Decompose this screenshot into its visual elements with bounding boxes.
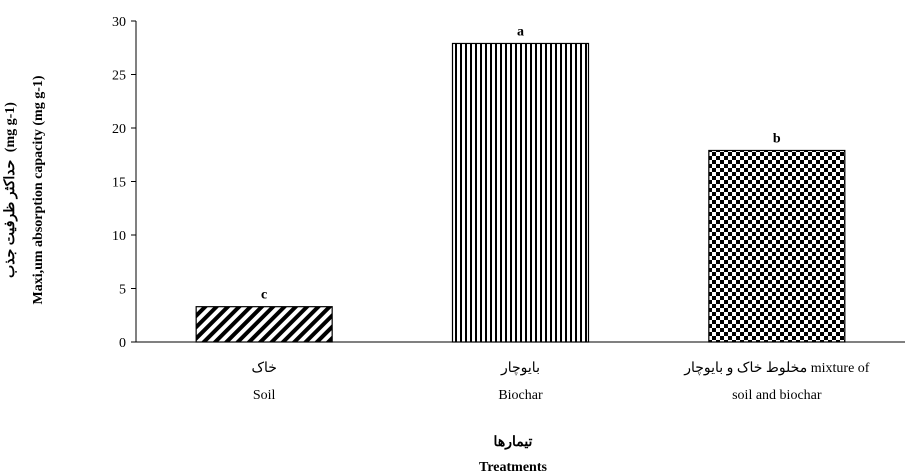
y-axis-title-en: Maxi,um absorption capacity (mg g-1) <box>31 75 46 304</box>
bar-soil-and-biochar <box>708 149 846 343</box>
y-tick-label: 25 <box>112 69 126 84</box>
x-axis-title-fa: تیمارها <box>494 435 533 450</box>
significance-label: c <box>261 288 267 303</box>
category-label-fa: بایوچار <box>500 361 540 376</box>
y-tick-label: 0 <box>119 336 126 351</box>
category-label-en: soil and biochar <box>732 388 822 403</box>
significance-label: b <box>773 131 781 146</box>
y-axis-title-fa: حداکثر ظرفیت جذب (mg g-1) <box>2 102 18 278</box>
x-axis: خاک Soil بایوچار Biochar مخلوط خاک و بایوچار… <box>136 341 905 403</box>
y-axis-title-fa-text: حداکثر ظرفیت جذب <box>2 160 18 278</box>
y-axis-title-fa-unit: (mg g-1) <box>3 102 18 152</box>
y-tick-label: 10 <box>112 229 126 244</box>
bar-biochar <box>451 42 590 343</box>
bar-soil <box>195 306 333 343</box>
category-label-en: Biochar <box>498 388 543 403</box>
category-label-fa: مخلوط خاک و بایوچار mixture of <box>683 361 870 376</box>
category-label-en: Soil <box>253 388 276 403</box>
bars: c a b <box>195 24 846 343</box>
significance-label: a <box>517 24 524 39</box>
y-axis: 0 5 10 15 20 25 30 <box>112 15 137 351</box>
y-axis-title-en-group: Maxi,um absorption capacity (mg g-1) <box>31 75 46 304</box>
y-axis-title-fa-group: حداکثر ظرفیت جذب (mg g-1) <box>2 102 18 278</box>
y-tick-label: 30 <box>112 15 126 30</box>
y-tick-label: 5 <box>119 283 126 298</box>
x-axis-title-en: Treatments <box>479 460 547 475</box>
category-label-fa: خاک <box>251 361 276 376</box>
y-tick-label: 15 <box>112 176 126 191</box>
y-tick-label: 20 <box>112 122 126 137</box>
